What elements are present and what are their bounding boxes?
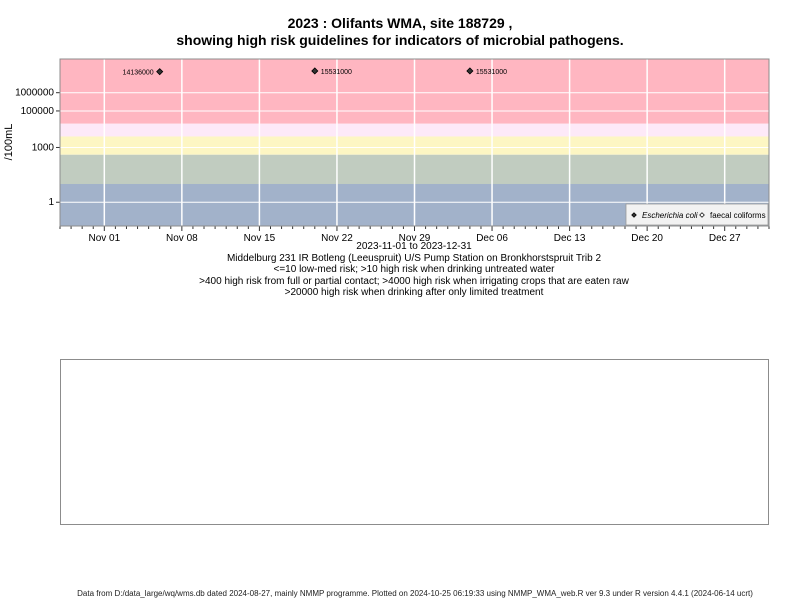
legend-box	[625, 203, 769, 226]
x-tick-label: Dec 27	[709, 233, 741, 244]
data-series: 14136000 15531000 15531000	[123, 67, 507, 77]
data-label: 15531000	[321, 69, 352, 76]
x-tick-label: Nov 08	[166, 233, 198, 244]
risk-caption-3: >20000 high risk when drinking after onl…	[284, 287, 544, 298]
x-tick-label: Dec 13	[554, 233, 586, 244]
y-tick-label: 1000	[32, 142, 55, 153]
site-caption: Middelburg 231 IR Botleng (Leeuspruit) U…	[226, 253, 602, 264]
empty-plot-panel	[60, 359, 769, 525]
y-axis-label: /100mL	[3, 124, 15, 161]
y-tick-label: 1000000	[15, 88, 54, 99]
y-axis: 1 1000 100000 1000000	[15, 88, 60, 208]
x-tick-label: Nov 15	[244, 233, 276, 244]
data-point	[466, 67, 474, 75]
date-range-caption: 2023-11-01 to 2023-12-31	[356, 241, 472, 252]
data-label: 15531000	[476, 69, 507, 76]
data-point	[156, 68, 164, 76]
data-label: 14136000	[123, 70, 154, 77]
chart-title-line-1: 2023 : Olifants WMA, site 188729 ,	[287, 15, 513, 31]
y-tick-label: 100000	[21, 106, 55, 117]
x-tick-label: Nov 22	[321, 233, 353, 244]
risk-caption-1: <=10 low-med risk; >10 high risk when dr…	[273, 264, 555, 275]
data-point	[311, 67, 319, 75]
y-tick-label: 1	[48, 197, 54, 208]
plot-frame	[59, 58, 770, 227]
legend-marker	[631, 212, 637, 218]
legend-marker	[699, 212, 705, 218]
x-tick-label: Dec 06	[476, 233, 508, 244]
footer-note: Data from D:/data_large/wq/wms.db dated …	[77, 589, 753, 598]
risk-caption-2: >400 high risk from full or partial cont…	[199, 276, 629, 287]
legend-label: Escherichia coli	[642, 211, 698, 220]
legend-label: faecal coliforms	[710, 211, 766, 220]
legend: Escherichia coli faecal coliforms	[625, 203, 769, 226]
x-tick-label: Nov 01	[88, 233, 120, 244]
x-tick-label: Nov 29	[399, 233, 431, 244]
x-tick-label: Dec 20	[631, 233, 663, 244]
chart-title-line-2: showing high risk guidelines for indicat…	[176, 32, 624, 48]
grid-lines	[60, 59, 769, 226]
x-axis: Nov 01 Nov 08 Nov 15 Nov 22 Nov 29 Dec 06 Dec …	[59, 226, 770, 244]
